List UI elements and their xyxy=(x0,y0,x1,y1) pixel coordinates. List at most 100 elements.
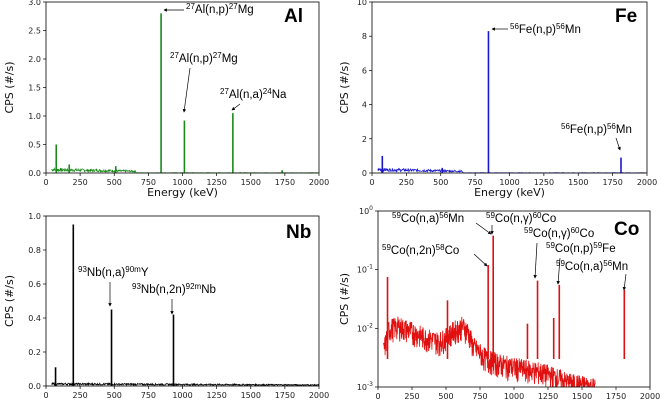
peak-annotation: 56Fe(n,p)56Mn xyxy=(561,122,632,136)
y-tick-label: 1.0 xyxy=(28,212,41,221)
element-label: Fe xyxy=(615,6,637,27)
x-tick-label: 2000 xyxy=(637,178,657,187)
x-tick-label: 1500 xyxy=(241,178,261,187)
y-tick-label: 4 xyxy=(362,101,367,110)
y-tick-label: 1.5 xyxy=(28,84,41,93)
annotation-arrow xyxy=(556,257,561,285)
x-tick-label: 250 xyxy=(404,392,419,401)
y-axis-label: CPS (#/s) xyxy=(338,273,351,325)
panel-al: 0 250 500 750 1000 1250 1500 1750 2000 0.0 0.5 1.0 1… xyxy=(3,0,329,199)
x-tick-label: 1000 xyxy=(172,391,192,400)
y-tick-label: 3.0 xyxy=(28,0,41,7)
x-tick-label: 500 xyxy=(107,178,122,187)
x-tick-label: 2000 xyxy=(640,392,660,401)
x-tick-label: 750 xyxy=(467,178,482,187)
x-tick-label: 1000 xyxy=(504,392,524,401)
element-label: Nb xyxy=(286,222,311,243)
peak-annotation: 93Nb(n,a)90mY xyxy=(78,265,149,279)
x-tick-label: 1500 xyxy=(568,178,588,187)
y-tick-label: 2 xyxy=(362,135,367,144)
y-tick-label: 0.6 xyxy=(28,280,41,289)
x-tick-label: 1250 xyxy=(206,391,226,400)
annotation-arrow xyxy=(622,273,627,291)
x-tick-label: 0 xyxy=(43,391,48,400)
x-tick-label: 750 xyxy=(141,391,156,400)
x-tick-label: 1000 xyxy=(499,178,519,187)
plot-frame xyxy=(45,215,320,387)
x-axis-label: Energy (keV) xyxy=(147,186,218,199)
peak-annotation: 93Nb(n,2n)92mNb xyxy=(132,282,216,296)
plot-frame xyxy=(45,1,320,174)
y-tick-label: 0.0 xyxy=(28,382,41,391)
peak-annotation: 27Al(n,p)27Mg xyxy=(186,2,254,16)
x-tick-label: 250 xyxy=(72,178,87,187)
x-tick-label: 0 xyxy=(375,392,380,401)
peak-annotation: 27Al(n,p)27Mg xyxy=(170,51,238,65)
spectrum-background-trace xyxy=(383,316,596,388)
peak-annotation: 59Co(n,p)59Fe xyxy=(546,241,616,255)
x-tick-label: 1750 xyxy=(606,392,626,401)
x-tick-label: 1250 xyxy=(534,178,554,187)
y-tick-label: 10-2 xyxy=(357,322,373,333)
annotation-arrow xyxy=(533,242,538,279)
x-tick-label: 0 xyxy=(43,178,48,187)
x-tick-label: 0 xyxy=(369,178,374,187)
spectrum-background-trace xyxy=(377,167,646,174)
x-tick-label: 1250 xyxy=(538,392,558,401)
x-tick-label: 1250 xyxy=(206,178,226,187)
x-tick-label: 750 xyxy=(141,178,156,187)
x-tick-label: 500 xyxy=(107,391,122,400)
x-tick-label: 500 xyxy=(438,392,453,401)
annotation-arrow xyxy=(182,67,191,113)
peak-annotation: 59Co(n,2n)58Co xyxy=(382,243,459,257)
annotation-arrow xyxy=(231,103,241,111)
x-tick-label: 2000 xyxy=(309,391,329,400)
x-tick-label: 250 xyxy=(399,178,414,187)
peak-annotation: 59Co(n,γ)60Co xyxy=(486,211,556,225)
y-tick-label: 0.2 xyxy=(28,348,41,357)
y-tick-label: 0.8 xyxy=(28,246,41,255)
x-tick-label: 2000 xyxy=(309,178,329,187)
y-tick-label: 10-3 xyxy=(357,381,373,392)
y-tick-label: 0.0 xyxy=(28,169,41,178)
y-axis-label: CPS (#/s) xyxy=(3,275,16,327)
y-tick-label: 2.5 xyxy=(28,27,41,36)
peak-annotation: 59Co(n,a)56Mn xyxy=(392,211,464,225)
panel-fe: 0 250 500 750 1000 1250 1500 1750 2000 0 2 4 6 8 10 Ene… xyxy=(338,0,657,199)
peak-annotation: 59Co(n,a)56Mn xyxy=(556,259,628,273)
y-tick-label: 100 xyxy=(359,205,373,216)
panel-co: 0 250 500 750 1000 1250 1500 1750 2000 10-3 10-2 10… xyxy=(338,205,660,401)
y-axis-label: CPS (#/s) xyxy=(338,61,351,113)
annotation-arrow xyxy=(475,222,492,235)
x-tick-label: 1500 xyxy=(241,391,261,400)
y-tick-label: 8 xyxy=(362,32,367,41)
element-label: Al xyxy=(284,6,303,27)
y-axis-label: CPS (#/s) xyxy=(3,61,16,113)
x-tick-label: 750 xyxy=(472,392,487,401)
x-tick-label: 500 xyxy=(433,178,448,187)
element-label: Co xyxy=(614,219,639,240)
y-tick-label: 6 xyxy=(362,66,367,75)
y-tick-label: 0.5 xyxy=(28,141,41,150)
y-tick-label: 10 xyxy=(357,0,367,7)
x-tick-label: 1750 xyxy=(275,178,295,187)
y-tick-label: 0.4 xyxy=(28,314,41,323)
peak-annotation: 56Fe(n,p)56Mn xyxy=(510,22,581,36)
annotation-arrow xyxy=(473,253,488,267)
y-tick-label: 1.0 xyxy=(28,112,41,121)
y-tick-label: 10-1 xyxy=(357,264,373,275)
panel-nb: 0 250 500 750 1000 1250 1500 1750 2000 0.0 0.2 0.4 0… xyxy=(3,212,329,400)
peak-annotation: 27Al(n,a)24Na xyxy=(220,87,287,101)
y-tick-label: 2.0 xyxy=(28,55,41,64)
y-tick-label: 0 xyxy=(362,169,367,178)
spectrum-background-trace xyxy=(51,381,320,387)
x-axis-label: Energy (keV) xyxy=(474,186,545,199)
peak-annotation: 59Co(n,γ)60Co xyxy=(524,226,594,240)
annotation-arrow xyxy=(615,137,621,151)
x-tick-label: 1750 xyxy=(275,391,295,400)
x-tick-label: 1000 xyxy=(172,178,192,187)
x-tick-label: 1500 xyxy=(572,392,592,401)
x-tick-label: 250 xyxy=(72,391,87,400)
x-tick-label: 1750 xyxy=(602,178,622,187)
